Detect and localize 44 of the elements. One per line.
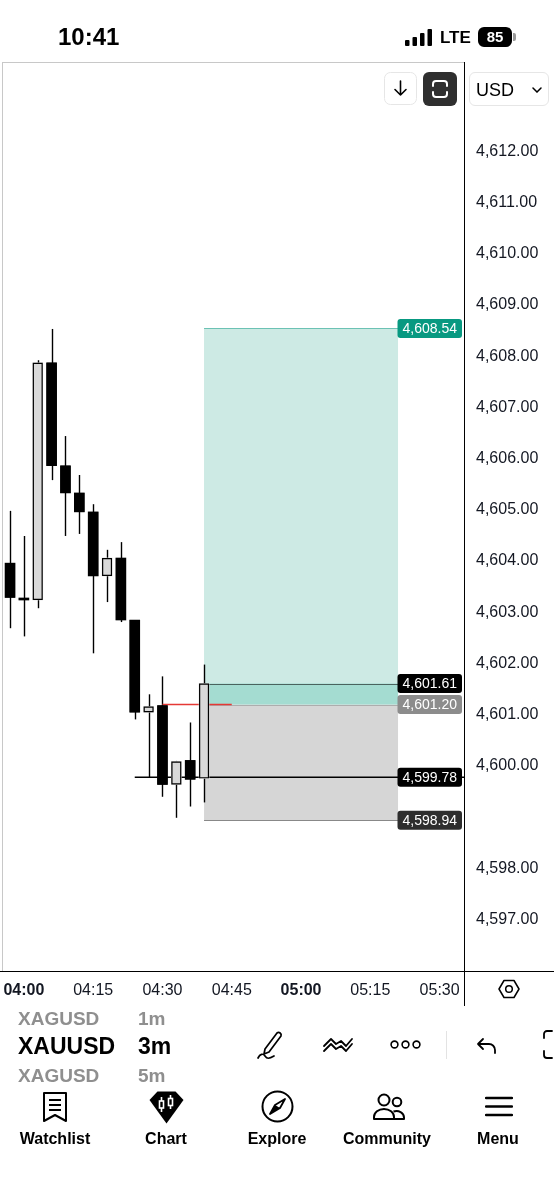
text: 10:41 [58, 23, 120, 50]
ref-line-label: 4,598.94 [402, 811, 458, 828]
x-tick-label: 05:15 [350, 981, 391, 999]
x-tick-label: 05:00 [280, 981, 322, 999]
candlestick [101, 549, 113, 603]
y-tick-label: 4,611.00 [476, 192, 538, 210]
text: XAUUSD [18, 1033, 116, 1059]
y-tick-label: 4,600.00 [476, 756, 539, 774]
text: 1m [138, 1008, 166, 1029]
text: Community [343, 1130, 431, 1147]
candlestick [73, 474, 85, 535]
y-tick-label: 4,607.00 [476, 397, 539, 415]
text: Watchlist [19, 1130, 91, 1147]
x-tick-label: 04:45 [211, 981, 252, 999]
y-tick-label: 4,597.00 [476, 910, 539, 928]
y-axis-title: USD [476, 80, 515, 100]
y-tick-label: 4,612.00 [476, 141, 539, 159]
text: Menu [477, 1130, 519, 1147]
y-tick-label: 4,605.00 [476, 500, 539, 518]
x-tick-label: 04:30 [142, 981, 183, 999]
currency-dropdown: USD [469, 72, 549, 106]
ref-line-label: 4,601.61 [402, 674, 458, 691]
text: 3m [138, 1033, 172, 1059]
y-tick-label: 4,604.00 [476, 551, 539, 569]
text: 5m [138, 1065, 166, 1086]
y-tick-label: 4,606.00 [476, 449, 539, 466]
text: XAGUSD [18, 1008, 100, 1029]
text: Chart [145, 1130, 187, 1147]
text: Explore [247, 1130, 307, 1147]
text: LTE [440, 28, 471, 47]
text: XAGUSD [18, 1065, 100, 1086]
ref-line-label: 4,608.54 [402, 319, 458, 336]
x-tick-label: 04:00 [3, 981, 45, 999]
y-tick-label: 4,598.00 [476, 858, 539, 876]
y-tick-label: 4,608.00 [476, 346, 539, 364]
y-tick-label: 4,610.00 [476, 244, 539, 262]
y-tick-label: 4,601.00 [476, 705, 539, 723]
y-tick-label: 4,602.00 [476, 653, 539, 671]
ref-line-label: 4,601.20 [402, 695, 458, 712]
x-tick-label: 05:30 [419, 981, 460, 999]
x-tick-label: 04:15 [73, 981, 114, 999]
data-label: 4,599.78 [402, 768, 458, 785]
y-tick-label: 4,603.00 [476, 602, 539, 620]
y-tick-label: 4,609.00 [476, 295, 539, 313]
